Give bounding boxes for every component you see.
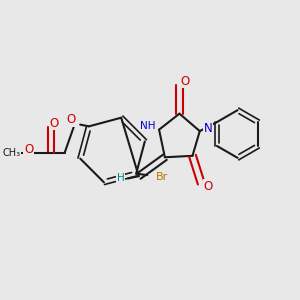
Text: N: N [203, 122, 212, 135]
Text: O: O [50, 117, 59, 130]
Text: H: H [117, 173, 124, 183]
Text: O: O [204, 180, 213, 193]
Text: O: O [180, 75, 189, 88]
Text: O: O [24, 143, 33, 156]
Text: NH: NH [140, 121, 156, 131]
Text: CH₃: CH₃ [2, 148, 20, 158]
Text: O: O [67, 113, 76, 127]
Text: Br: Br [156, 172, 169, 182]
